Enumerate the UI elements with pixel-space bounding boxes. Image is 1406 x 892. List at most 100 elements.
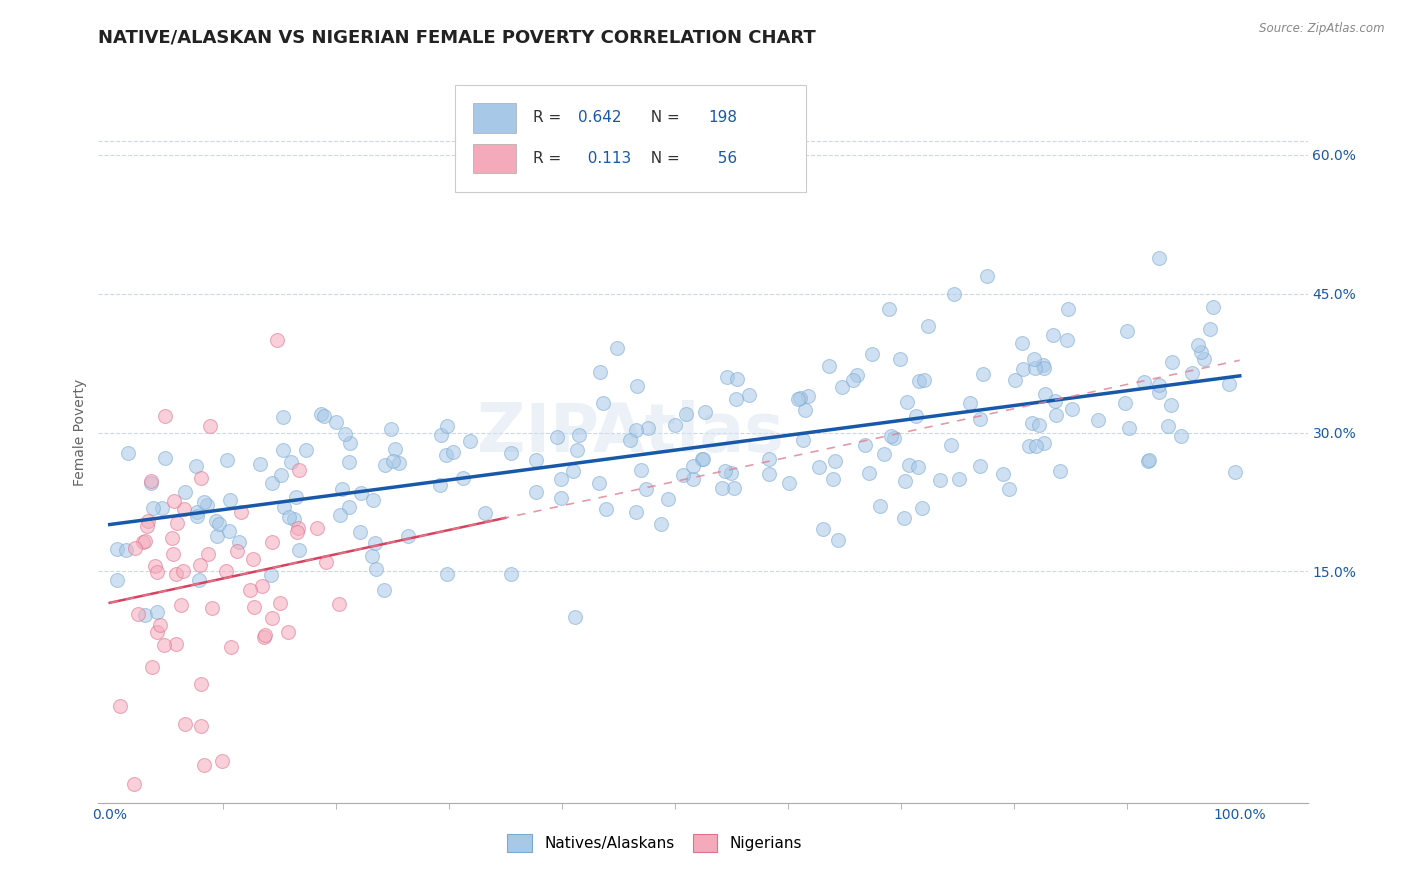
Point: [1011, 335, 1033, 350]
Point: [711, 482, 734, 496]
Point: [434, 449, 457, 463]
Point: [893, 474, 915, 488]
Point: [260, 567, 283, 582]
Point: [172, 565, 194, 579]
Point: [725, 371, 748, 385]
Text: N =: N =: [641, 111, 685, 126]
Point: [273, 443, 295, 458]
Point: [969, 459, 991, 474]
Point: [311, 407, 333, 421]
Point: [1136, 454, 1159, 468]
Point: [360, 549, 382, 563]
Point: [107, 541, 129, 556]
Point: [330, 482, 353, 496]
Point: [1060, 401, 1083, 416]
Point: [204, 514, 226, 528]
Point: [823, 472, 845, 486]
Point: [1170, 429, 1192, 443]
Point: [567, 443, 589, 458]
Point: [672, 467, 695, 482]
Point: [160, 531, 183, 545]
Point: [789, 391, 811, 405]
Text: 0.642: 0.642: [578, 111, 621, 126]
Point: [1187, 338, 1209, 352]
Y-axis label: Female Poverty: Female Poverty: [73, 379, 87, 486]
Point: [636, 482, 658, 496]
Point: [128, 607, 150, 621]
Point: [429, 478, 451, 492]
Text: Source: ZipAtlas.com: Source: ZipAtlas.com: [1260, 22, 1385, 36]
Point: [1181, 366, 1204, 380]
Point: [277, 624, 299, 639]
Point: [329, 508, 352, 523]
Point: [912, 373, 935, 387]
Point: [165, 637, 187, 651]
Point: [550, 472, 572, 486]
Point: [911, 500, 934, 515]
Point: [716, 370, 738, 384]
Point: [908, 374, 931, 388]
Point: [295, 442, 318, 457]
Point: [288, 462, 311, 476]
Point: [228, 535, 250, 549]
Point: [364, 535, 387, 549]
Point: [1147, 251, 1170, 265]
Point: [624, 505, 647, 519]
Point: [1191, 345, 1213, 359]
Point: [1161, 355, 1184, 369]
Point: [361, 493, 384, 508]
Point: [451, 471, 474, 485]
Point: [664, 417, 686, 432]
Point: [1032, 360, 1054, 375]
Point: [141, 660, 163, 674]
Point: [153, 638, 176, 652]
Point: [1192, 352, 1215, 367]
Point: [1035, 387, 1057, 401]
FancyBboxPatch shape: [474, 144, 516, 173]
Point: [1157, 419, 1180, 434]
Point: [991, 467, 1014, 482]
Point: [692, 452, 714, 467]
Point: [339, 436, 361, 450]
Point: [226, 544, 249, 558]
Point: [588, 475, 610, 490]
Point: [714, 464, 737, 478]
Point: [242, 552, 264, 566]
Legend: Natives/Alaskans, Nigerians: Natives/Alaskans, Nigerians: [502, 829, 808, 858]
Point: [650, 517, 672, 532]
Point: [269, 596, 291, 610]
Point: [197, 547, 219, 561]
Point: [219, 640, 242, 655]
Point: [896, 395, 918, 409]
Point: [693, 405, 716, 419]
FancyBboxPatch shape: [474, 103, 516, 133]
Point: [262, 475, 284, 490]
Point: [193, 757, 215, 772]
Point: [824, 454, 846, 468]
Point: [284, 491, 307, 505]
Point: [271, 410, 294, 425]
Point: [283, 512, 305, 526]
Text: ZIPAtlas: ZIPAtlas: [477, 400, 785, 466]
Point: [1024, 360, 1046, 375]
Point: [188, 558, 211, 573]
Point: [105, 574, 128, 588]
Point: [1025, 439, 1047, 453]
Point: [778, 475, 800, 490]
Point: [436, 567, 458, 582]
Point: [1118, 421, 1140, 435]
Point: [592, 396, 614, 410]
Point: [853, 438, 876, 452]
Point: [266, 333, 288, 347]
Point: [1160, 398, 1182, 412]
Point: [758, 467, 780, 481]
Point: [1032, 358, 1054, 372]
Point: [173, 716, 195, 731]
Point: [163, 494, 186, 508]
Point: [904, 409, 927, 424]
Point: [430, 427, 453, 442]
Point: [117, 446, 139, 460]
Point: [720, 467, 742, 481]
Point: [215, 452, 238, 467]
Point: [1045, 408, 1067, 422]
